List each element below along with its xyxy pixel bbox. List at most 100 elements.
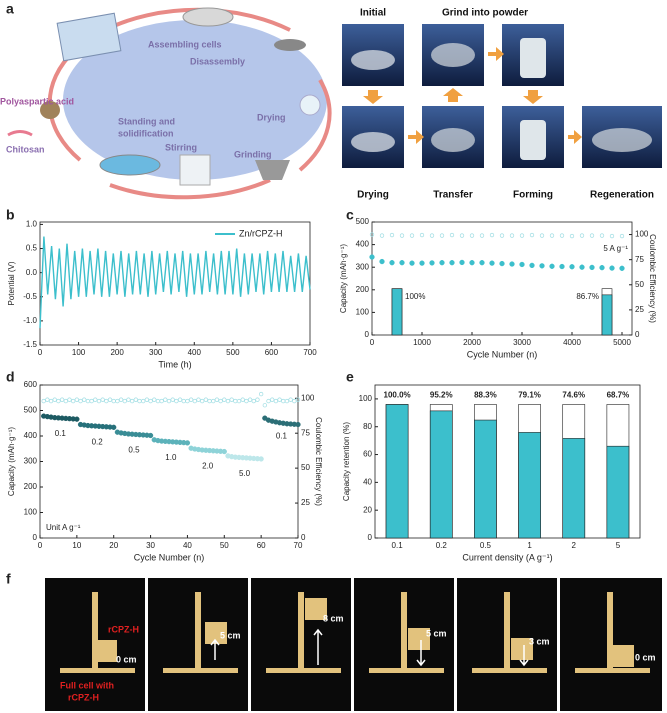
- y-tick-label: -1.5: [23, 340, 37, 349]
- x-tick-label: 500: [226, 348, 240, 357]
- y-tick-label: 40: [363, 477, 372, 486]
- data-point: [170, 397, 175, 402]
- data-point: [409, 260, 415, 266]
- y2-axis-label: Coulombic Efficiency (%): [648, 234, 657, 323]
- panel-labels: a b c d e f: [6, 1, 354, 587]
- input-label: Chitosan: [6, 144, 45, 154]
- annotation: 5 A g⁻¹: [603, 244, 628, 253]
- data-point: [214, 397, 220, 402]
- x-tick-label: 30: [146, 541, 155, 550]
- photo-label: Regeneration: [590, 190, 654, 201]
- data-point: [147, 432, 154, 439]
- data-point: [449, 232, 455, 238]
- step-label: Grinding: [234, 149, 272, 159]
- data-point: [479, 233, 485, 238]
- input-label: Polyaspartic acid: [0, 96, 74, 106]
- x-tick-label: 5: [616, 541, 621, 550]
- data-point: [519, 233, 525, 238]
- data-point: [559, 233, 565, 238]
- data-point: [499, 233, 505, 238]
- data-point: [599, 265, 605, 271]
- bar: [429, 410, 453, 539]
- y-tick-label: 100: [356, 308, 370, 317]
- rate-label: 0.1: [55, 429, 67, 438]
- data-point: [489, 232, 495, 238]
- panel-label: e: [346, 369, 354, 385]
- data-point: [295, 397, 301, 402]
- y2-tick-label: 100: [301, 393, 315, 402]
- bar-label: 100%: [405, 292, 425, 301]
- x-tick-label: 0.2: [436, 541, 448, 550]
- dish: [431, 128, 475, 152]
- data-point: [78, 398, 83, 404]
- data-point: [509, 233, 515, 238]
- retention-label: 68.7%: [607, 391, 630, 400]
- rate-label: 0.5: [128, 445, 140, 454]
- panel-label: c: [346, 207, 354, 223]
- data-point: [71, 398, 76, 404]
- data-point: [399, 260, 405, 266]
- y-tick-label: 0: [368, 533, 373, 542]
- data-point: [284, 398, 290, 404]
- data-point: [229, 397, 234, 402]
- y-tick-label: 100: [359, 394, 373, 403]
- data-point: [569, 264, 575, 270]
- x-tick-label: 0: [38, 541, 43, 550]
- data-point: [82, 397, 87, 402]
- data-point: [221, 448, 227, 455]
- data-point: [270, 397, 275, 402]
- y2-tick-label: 100: [635, 230, 649, 239]
- photo-label: Grind into powder: [442, 8, 528, 19]
- y-tick-label: 500: [356, 217, 370, 226]
- demo-label: Full cell with: [60, 680, 114, 690]
- bar: [391, 288, 403, 336]
- panel-label: a: [6, 1, 14, 17]
- bar-label: 86.7%: [576, 292, 599, 301]
- y-tick-label: 400: [356, 240, 370, 249]
- data-point: [619, 233, 625, 239]
- data-point: [155, 398, 161, 404]
- data-point: [619, 265, 625, 271]
- photo-label: Initial: [360, 8, 386, 19]
- data-point: [63, 398, 68, 404]
- data-point: [429, 233, 435, 238]
- data-point: [48, 398, 54, 404]
- y-axis-label: Potential (V): [7, 261, 16, 305]
- x-tick-label: 0.5: [480, 541, 492, 550]
- dish: [351, 50, 395, 70]
- data-point: [429, 260, 435, 266]
- x-tick-label: 0: [370, 338, 375, 347]
- y-tick-label: 0.5: [26, 244, 38, 253]
- rate-label: 0.1: [276, 431, 288, 440]
- x-tick-label: 100: [72, 348, 86, 357]
- data-point: [137, 398, 142, 404]
- x-tick-label: 300: [149, 348, 163, 357]
- data-point: [52, 397, 57, 402]
- beaker-icon: [179, 154, 211, 186]
- data-point: [251, 398, 256, 404]
- legend-label: Zn/rCPZ-H: [239, 228, 283, 238]
- x-tick-label: 3000: [513, 338, 531, 347]
- data-point: [262, 403, 267, 408]
- data-point: [258, 391, 264, 397]
- demo-label: rCPZ-H: [68, 692, 99, 702]
- data-point: [281, 398, 286, 404]
- demo-label: 5 cm: [426, 628, 447, 638]
- y-tick-label: 100: [24, 508, 38, 517]
- y-axis-label: Capacity (mAh·g⁻¹): [339, 244, 348, 313]
- data-point: [196, 397, 201, 402]
- data-point: [188, 397, 194, 402]
- arrows: [363, 47, 582, 144]
- panel-label: d: [6, 369, 15, 385]
- x-tick-label: 2: [572, 541, 577, 550]
- data-point: [144, 397, 150, 402]
- data-point: [163, 397, 168, 402]
- y2-tick-label: 75: [301, 428, 310, 437]
- y-tick-label: 200: [24, 482, 38, 491]
- data-point: [240, 397, 245, 402]
- data-point: [74, 397, 80, 402]
- bar: [518, 432, 541, 539]
- demo-label: 0 cm: [635, 652, 656, 662]
- data-point: [222, 397, 227, 402]
- demo-label: 3 cm: [529, 636, 550, 646]
